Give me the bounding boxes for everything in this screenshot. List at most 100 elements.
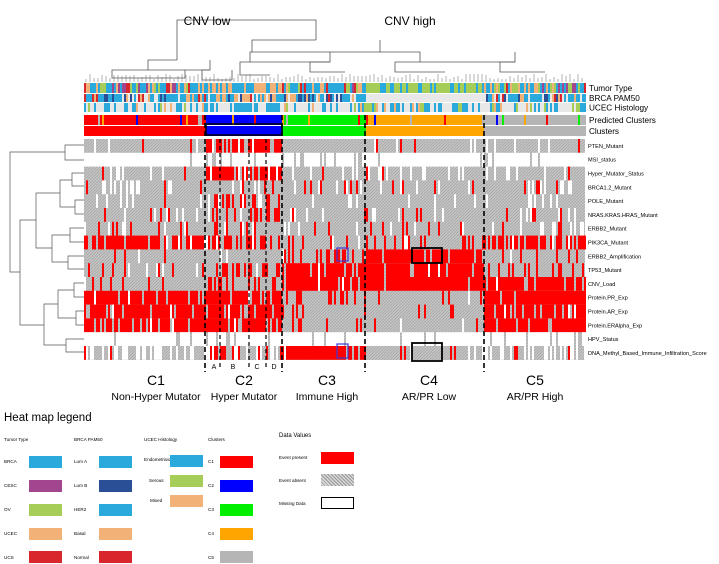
cnv-high-label: CNV high [384, 14, 435, 28]
heatmap-row-5 [96, 194, 558, 208]
heatmap-row-6 [104, 208, 576, 222]
legend-tumor-ucs-swatch [29, 551, 62, 563]
subcluster-label-d: D [271, 364, 276, 371]
heatmap-body [84, 139, 586, 360]
row-label-9: ERBB2_Amplification [588, 254, 641, 260]
legend-tumor-ucec-swatch [29, 528, 62, 540]
c3-erbb2-box [336, 247, 349, 262]
track-label-3: UCEC Histology [589, 104, 649, 113]
legend-pam50-her2-swatch [99, 504, 132, 516]
heatmap-row-9 [114, 249, 578, 264]
track-label-1: Tumor Type [589, 84, 633, 93]
legend-pam50-luma-swatch [99, 456, 132, 468]
subcluster-label-c: C [254, 364, 259, 371]
cluster-boundaries [204, 115, 485, 372]
cluster-c1-id: C1 [147, 372, 165, 388]
row-label-5: POLE_Mutant [588, 199, 624, 205]
cluster-c4-id: C4 [420, 372, 438, 388]
heatmap-row-10 [88, 263, 584, 277]
heatmap-row-7 [84, 221, 584, 236]
legend-pam50-title: BRCA PAM50 [74, 437, 103, 442]
legend-ucec-endometrioid-swatch [170, 455, 203, 467]
legend-pam50-normal-label: Normal [74, 555, 89, 560]
legend-value-missing-label: Missing Data [279, 501, 306, 506]
row-label-6: NRAS.KRAS.HRAS_Mutant [588, 213, 658, 219]
legend-cluster-c2-swatch [220, 480, 253, 492]
legend-value-present-label: Event present [279, 455, 308, 460]
row-label-11: CNV_Load [588, 282, 615, 288]
row-label-12: Protein.PR_Exp [588, 296, 628, 302]
legend-tumor-brca-swatch [29, 456, 62, 468]
track-label-4: Predicted Clusters [589, 116, 656, 125]
legend-cluster-c3-swatch [220, 504, 253, 516]
legend-title: Heat map legend [4, 412, 92, 424]
legend-value-missing-swatch [321, 497, 354, 509]
c3-immune-box [336, 343, 349, 359]
legend-pam50-normal-swatch [99, 551, 132, 563]
heatmap-row-8 [84, 235, 586, 250]
heatmap-row-12 [84, 290, 586, 305]
row-label-4: BRCA1.2_Mutant [588, 185, 632, 191]
row-label-13: Protein.AR_Exp [588, 310, 628, 316]
row-label-1: PTEN_Mutant [588, 144, 624, 150]
legend-cluster-c5-swatch [220, 551, 253, 563]
legend-ucec-endometrioid-label: Endometrioid [144, 457, 172, 462]
dendrogram-leaf-lines [85, 74, 583, 82]
legend-cluster-c3-label: C3 [208, 507, 214, 512]
cluster-c5-desc: AR/PR High [507, 391, 564, 403]
heatmap-row-11 [84, 277, 586, 291]
legend-pam50-her2-label: HER2 [74, 507, 87, 512]
cnv-low-label: CNV low [184, 14, 231, 28]
subcluster-boundaries [219, 139, 267, 368]
row-label-10: TP53_Mutant [588, 268, 622, 274]
track-5-strips [84, 126, 586, 136]
legend-cluster-c5-label: C5 [208, 555, 214, 560]
cluster-c3-desc: Immune High [296, 391, 359, 403]
legend-pam50-lumb-label: Lum B [74, 483, 88, 488]
cluster-c2-desc: Hyper Mutator [211, 391, 278, 403]
c2-cluster-box [205, 123, 283, 136]
annotation-tracks [84, 83, 586, 136]
legend-tumor-ucec-label: UCEC [4, 531, 18, 536]
row-label-14: Protein.ERAlpha_Exp [588, 323, 642, 329]
track-1-strips [84, 83, 586, 93]
legend-value-absent-swatch [321, 474, 354, 486]
cluster-c3-id: C3 [318, 372, 336, 388]
legend-ucec-serous-swatch [170, 475, 203, 487]
cluster-c2-id: C2 [235, 372, 253, 388]
row-label-3: Hyper_Mutator_Status [588, 172, 644, 178]
heatmap-row-3 [102, 166, 570, 181]
legend-ucec-serous-label: Serous [149, 478, 164, 483]
row-label-15: HPV_Status [588, 337, 619, 343]
legend-cluster-c4-label: C4 [208, 531, 214, 536]
row-dendrogram [9, 144, 84, 353]
cluster-c1-desc: Non-Hyper Mutator [111, 391, 201, 403]
legend-clusters-title: Clusters [208, 437, 225, 442]
legend-value-absent-label: Event absent [279, 478, 306, 483]
legend-pam50-basal-label: Basal [74, 531, 86, 536]
subcluster-label-a: A [212, 364, 217, 371]
cluster-c5-id: C5 [526, 372, 544, 388]
legend-pam50-lumb-swatch [99, 480, 132, 492]
heatmap-row-1 [94, 139, 580, 153]
c4-erbb2-box [411, 247, 443, 264]
heatmap-row-14 [84, 318, 586, 333]
legend-ucec-mixed-label: Mixed [150, 498, 163, 503]
legend-tumor-cesc-swatch [29, 480, 62, 492]
cluster-c4-desc: AR/PR Low [402, 391, 457, 403]
legend-cluster-c1-swatch [220, 456, 253, 468]
row-label-2: MSI_status [588, 158, 616, 164]
heatmap-row-16 [84, 346, 586, 360]
legend-tumor-type-title: Tumor Type [4, 437, 29, 442]
track-3-strips [84, 103, 586, 112]
track-label-5: Clusters [589, 127, 619, 136]
legend-cluster-c4-swatch [220, 528, 253, 540]
legend-tumor-ucs-label: UCS [4, 555, 14, 560]
legend-cluster-c1-label: C1 [208, 459, 214, 464]
track-4-strips [84, 115, 586, 125]
column-dendrogram [111, 19, 545, 81]
row-label-16: DNA_Methyl_Based_Immune_Infiltration_Sco… [588, 351, 707, 357]
track-label-2: BRCA PAM50 [589, 94, 640, 103]
column-dendrogram-leaves [85, 74, 583, 82]
